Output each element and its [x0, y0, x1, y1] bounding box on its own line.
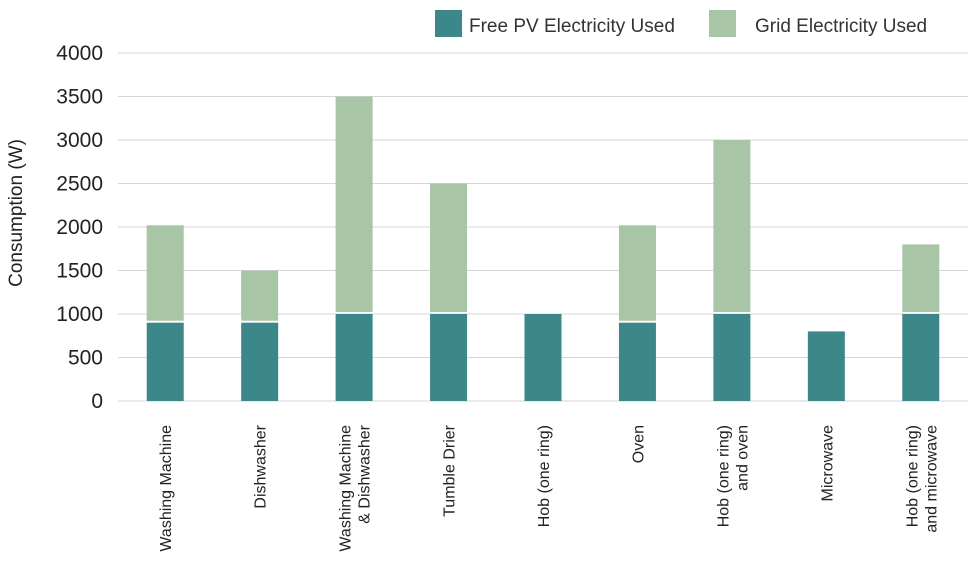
bar-segment-grid [241, 270, 279, 321]
bar-segment-pv [335, 314, 373, 401]
x-category-label-line: Hob (one ring) [904, 425, 921, 527]
bar-segment-grid [146, 225, 184, 321]
legend-label-pv: Free PV Electricity Used [469, 16, 675, 37]
legend-label-grid: Grid Electricity Used [755, 16, 927, 37]
x-category-label-line: Hob (one ring) [536, 425, 553, 527]
x-category-label-line: Tumble Drier [442, 424, 459, 517]
bar-segment-pv [713, 314, 751, 401]
x-category-label: Hob (one ring) and oven [715, 425, 751, 527]
x-category-label: Tumble Drier [442, 424, 459, 517]
bar-segment-pv [807, 331, 845, 401]
y-tick-label: 0 [91, 390, 103, 413]
bars [146, 96, 940, 401]
y-tick-label: 3500 [56, 86, 103, 109]
bar-segment-pv [902, 314, 940, 401]
x-category-label-line: Microwave [819, 425, 836, 502]
x-category-label-line: Hob (one ring) [715, 425, 732, 527]
legend: Free PV Electricity Used Grid Electricit… [435, 10, 927, 37]
x-category-label: Microwave [819, 425, 836, 502]
x-category-label-line: and oven [734, 425, 751, 491]
y-tick-label: 3000 [56, 129, 103, 152]
y-tick-label: 2500 [56, 173, 103, 196]
bar-segment-grid [618, 225, 656, 321]
x-category-label-line: Washing Machine [338, 425, 355, 552]
x-category-label: Washing Machine [158, 425, 175, 552]
x-category-label: Dishwasher [253, 424, 270, 508]
x-category-label: Washing Machine & Dishwasher [338, 424, 374, 551]
x-category-label-line: Washing Machine [158, 425, 175, 552]
x-category-label-line: Dishwasher [253, 424, 270, 508]
x-category-label: Oven [630, 425, 647, 463]
x-axis-labels: Washing Machine Dishwasher Washing Machine… [158, 424, 940, 551]
y-axis-title: Consumption (W) [6, 139, 27, 287]
bar-segment-pv [241, 322, 279, 401]
y-tick-label: 500 [68, 347, 103, 370]
x-category-label-line: & Dishwasher [357, 424, 374, 523]
legend-swatch-grid [709, 10, 736, 37]
bar-segment-grid [902, 244, 940, 312]
y-axis-ticks: 0 500 1000 1500 2000 2500 3000 3500 4000 [56, 42, 103, 413]
y-tick-label: 2000 [56, 216, 103, 239]
bar-segment-pv [618, 322, 656, 401]
x-category-label-line: Oven [630, 425, 647, 463]
bar-segment-pv [146, 322, 184, 401]
y-tick-label: 1500 [56, 260, 103, 283]
x-category-label: Hob (one ring) and microwave [904, 425, 940, 533]
bar-segment-grid [713, 140, 751, 312]
bar-segment-pv [524, 314, 562, 401]
x-category-label-line: and microwave [923, 425, 940, 533]
bar-segment-grid [430, 183, 468, 312]
x-category-label: Hob (one ring) [536, 425, 553, 527]
bar-segment-grid [335, 96, 373, 312]
y-tick-label: 4000 [56, 42, 103, 65]
y-tick-label: 1000 [56, 303, 103, 326]
bar-segment-pv [430, 314, 468, 401]
legend-swatch-pv [435, 10, 462, 37]
